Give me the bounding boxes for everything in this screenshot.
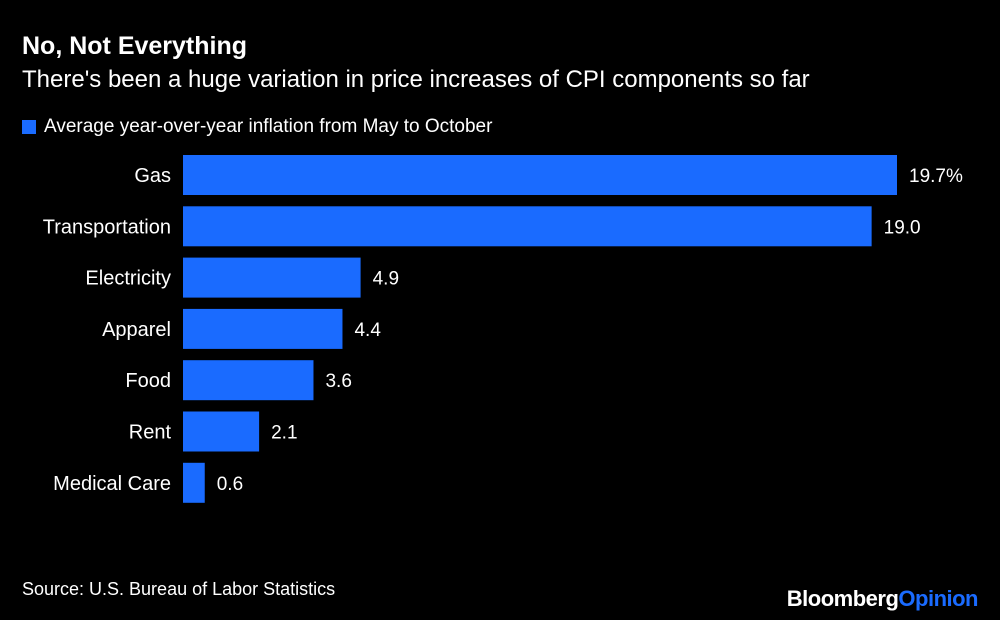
category-label: Food — [125, 370, 171, 392]
bar-electricity — [183, 257, 361, 298]
chart-title: No, Not Everything — [22, 32, 248, 60]
chart-subtitle: There's been a huge variation in price i… — [22, 66, 810, 93]
bloomberg-opinion-logo: BloombergOpinion — [786, 586, 979, 612]
bar-gas — [183, 155, 897, 195]
data-label: 19.7% — [909, 166, 963, 187]
legend-swatch — [22, 120, 36, 134]
bar-apparel — [183, 308, 343, 349]
source-note: Source: U.S. Bureau of Labor Statistics — [22, 579, 336, 599]
logo-product: Opinion — [898, 586, 978, 611]
logo-brand: Bloomberg — [786, 586, 899, 611]
data-label: 3.6 — [325, 371, 351, 392]
category-label: Rent — [129, 422, 172, 444]
bar-rent — [183, 411, 260, 452]
data-label: 4.9 — [373, 269, 399, 290]
legend-label: Average year-over-year inflation from Ma… — [44, 116, 493, 137]
data-label: 0.6 — [217, 474, 243, 495]
category-label: Apparel — [102, 319, 171, 341]
data-label: 19.0 — [884, 217, 921, 238]
data-label: 2.1 — [271, 423, 297, 444]
data-label: 4.4 — [354, 320, 381, 341]
category-label: Electricity — [85, 268, 171, 290]
legend: Average year-over-year inflation from Ma… — [22, 116, 492, 138]
bar-medical-care — [183, 462, 205, 503]
category-label: Gas — [134, 165, 171, 187]
bar-transportation — [183, 206, 872, 247]
category-label: Transportation — [43, 216, 171, 238]
bar-food — [183, 360, 314, 401]
bar-chart: Gas 19.7% Transportation 19.0 Electricity 4.9… — [43, 155, 963, 503]
category-label: Medical Care — [53, 473, 171, 495]
